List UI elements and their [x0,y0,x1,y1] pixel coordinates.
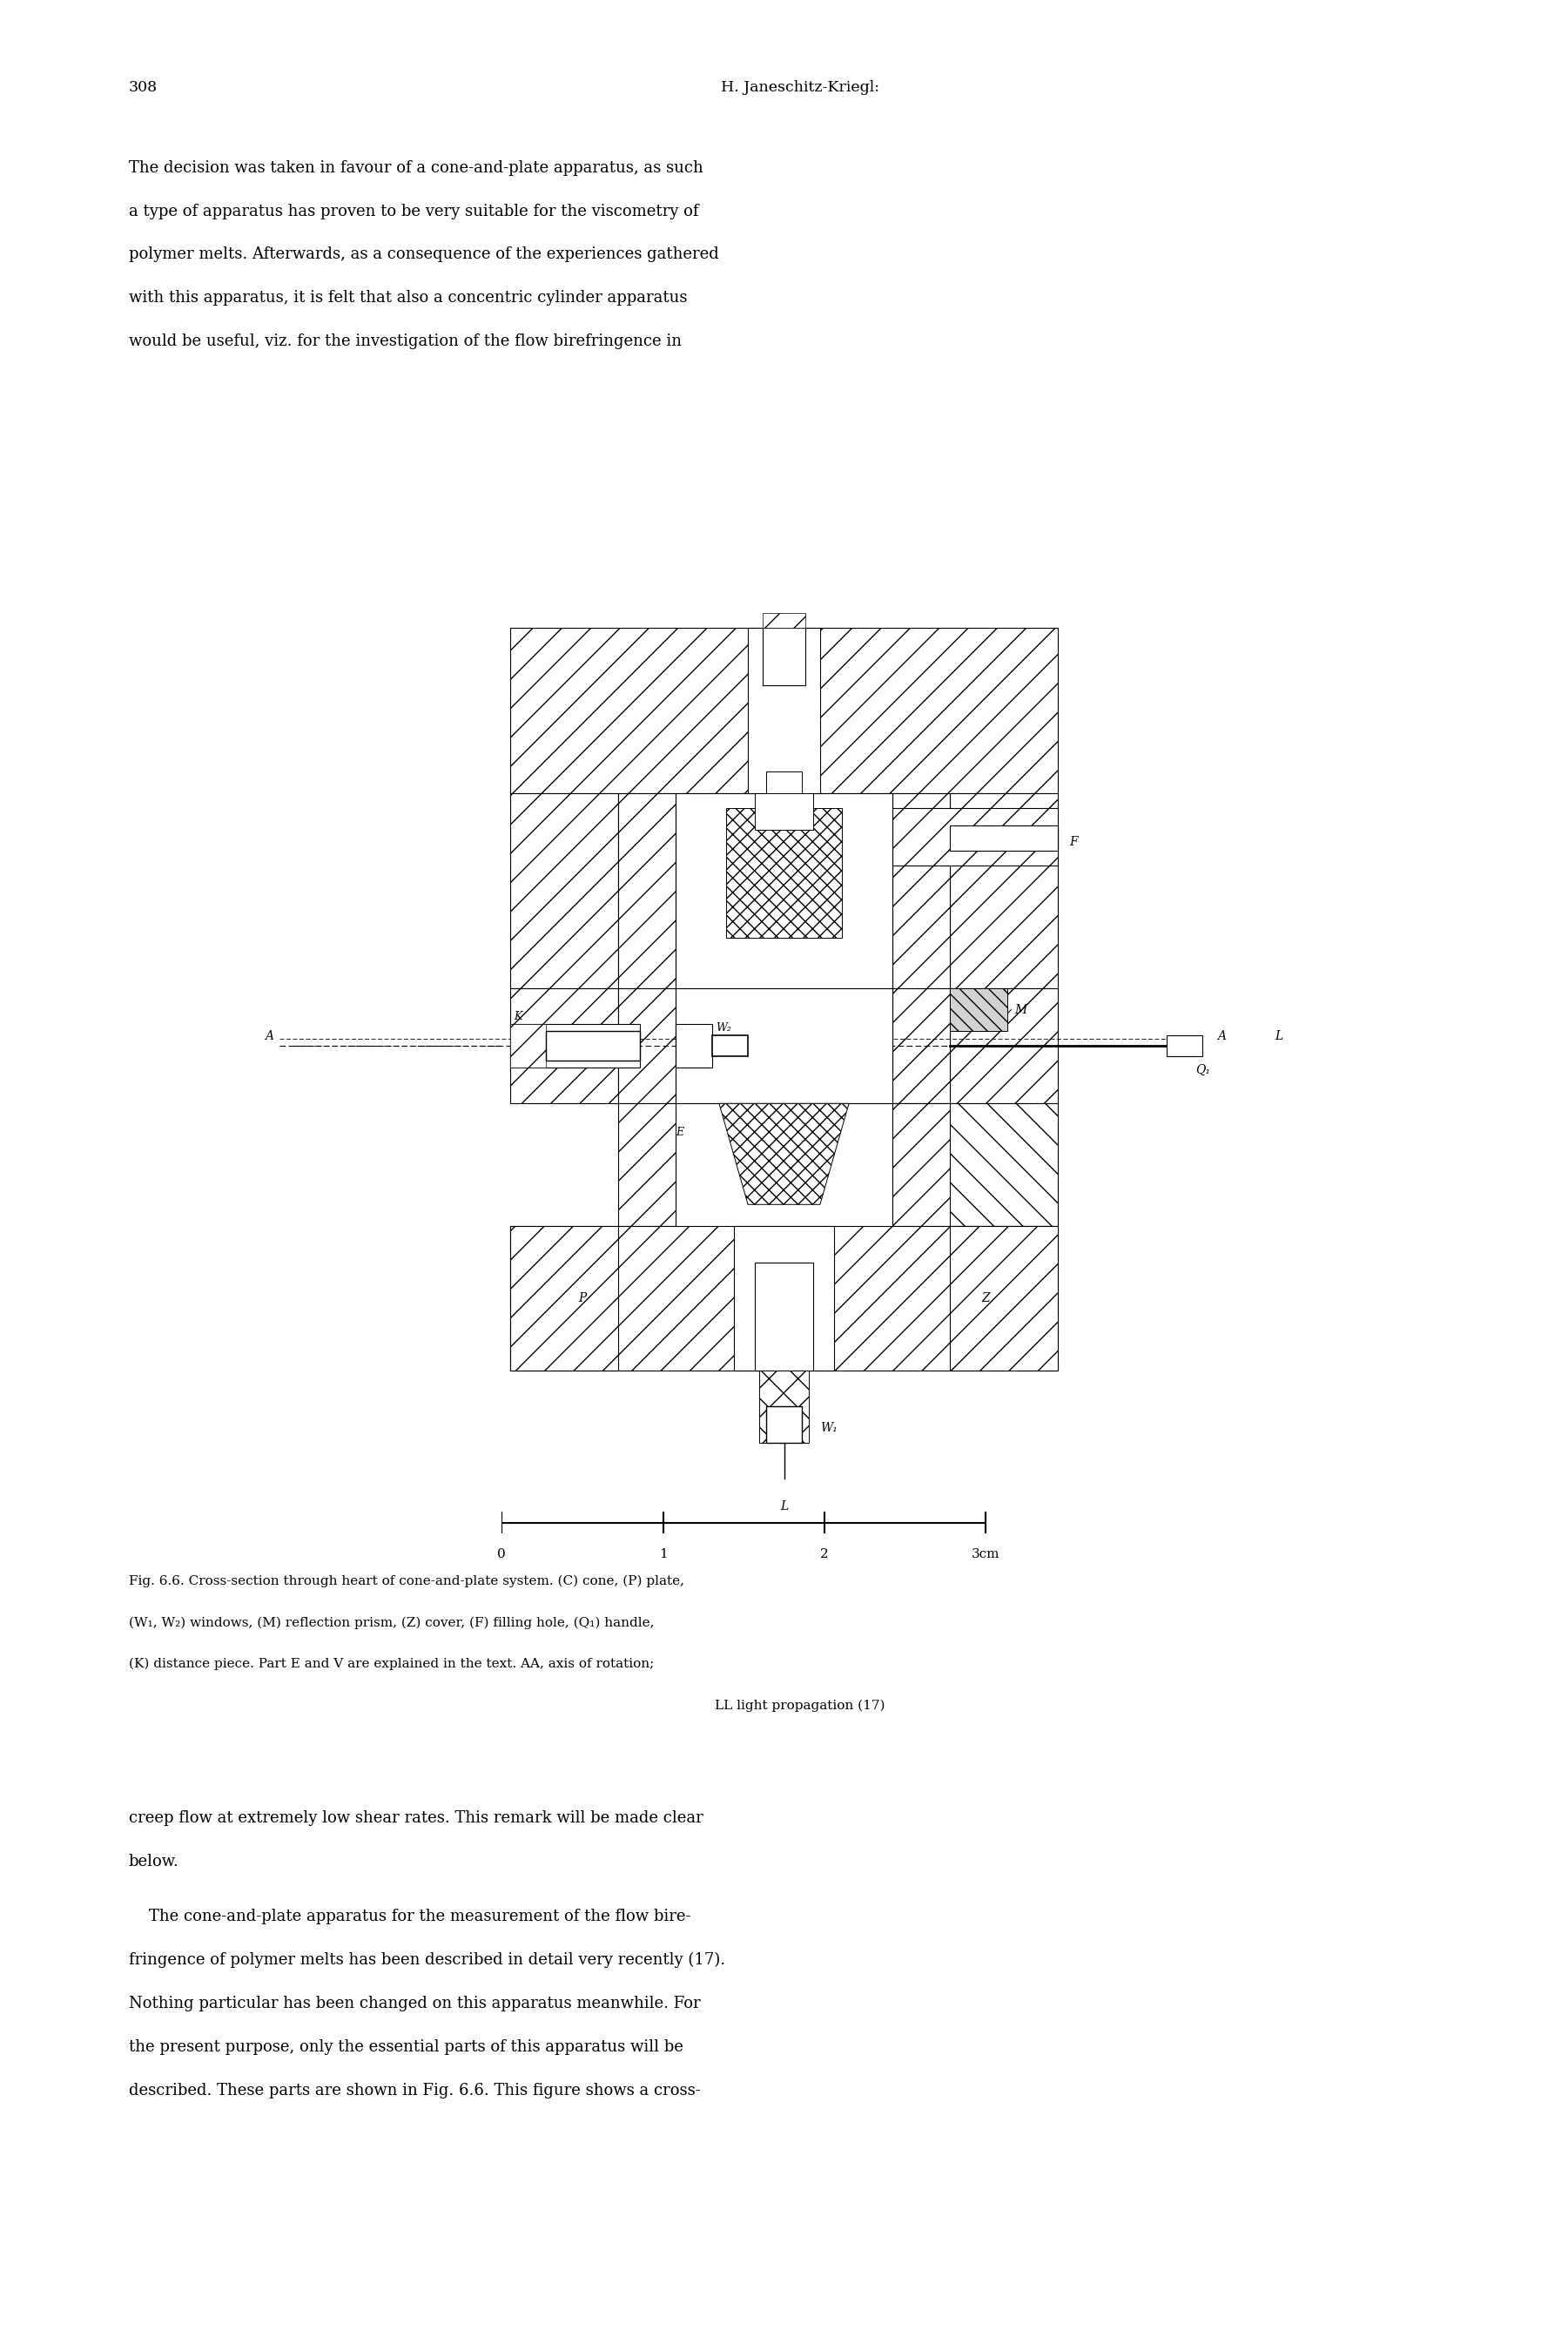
Bar [762,628,806,684]
Text: polymer melts. Afterwards, as a consequence of the experiences gathered: polymer melts. Afterwards, as a conseque… [129,247,718,263]
Bar [676,987,892,1103]
Text: 1: 1 [659,1549,668,1561]
Polygon shape [720,1103,848,1204]
Text: A: A [265,1030,273,1041]
Bar [510,987,618,1103]
Bar [748,628,820,792]
Text: W₂: W₂ [715,1023,731,1034]
Text: 2: 2 [820,1549,828,1561]
Bar [510,792,618,987]
Text: Nothing particular has been changed on this apparatus meanwhile. For: Nothing particular has been changed on t… [129,1996,701,2012]
Text: F: F [1069,837,1077,849]
Text: (W₁, W₂) windows, (M) reflection prism, (Z) cover, (F) filling hole, (Q₁) handle: (W₁, W₂) windows, (M) reflection prism, … [129,1617,654,1629]
Bar [510,1025,546,1067]
Text: The decision was taken in favour of a cone-and-plate apparatus, as such: The decision was taken in favour of a co… [129,160,702,176]
Bar [756,1262,812,1371]
Text: 3cm: 3cm [972,1549,1000,1561]
Bar [950,792,1058,987]
Bar [734,1227,834,1371]
Bar [756,792,812,830]
Bar [950,987,1008,1032]
Bar [767,771,803,809]
Text: K: K [514,1011,522,1023]
Text: (K) distance piece. Part E and V are explained in the text. AA, axis of rotation: (K) distance piece. Part E and V are exp… [129,1657,654,1669]
Bar [618,987,676,1103]
Text: Fig. 6.6. Cross-section through heart of cone-and-plate system. (C) cone, (P) pl: Fig. 6.6. Cross-section through heart of… [129,1575,684,1587]
Bar [676,792,892,987]
Bar [892,1103,950,1227]
Text: E: E [676,1126,684,1138]
Bar [950,1227,1058,1371]
Text: LL light propagation (17): LL light propagation (17) [715,1700,884,1712]
Text: described. These parts are shown in Fig. 6.6. This figure shows a cross-: described. These parts are shown in Fig.… [129,2083,701,2099]
Bar [950,825,1058,851]
Text: L: L [1275,1030,1283,1041]
Bar [510,1227,618,1371]
Text: 0: 0 [497,1549,506,1561]
Bar [510,1025,640,1067]
Text: The cone-and-plate apparatus for the measurement of the flow bire-: The cone-and-plate apparatus for the mea… [129,1909,690,1925]
Text: C: C [793,1293,803,1305]
Bar [618,792,676,987]
Text: Q₁: Q₁ [1195,1063,1210,1077]
Text: below.: below. [129,1853,179,1869]
Bar [892,792,950,987]
Text: the present purpose, only the essential parts of this apparatus will be: the present purpose, only the essential … [129,2038,684,2055]
Bar [712,1034,748,1056]
Bar [510,628,1058,792]
Text: L: L [779,1500,789,1512]
Bar [950,987,1058,1103]
Bar [762,614,806,628]
Text: creep flow at extremely low shear rates. This remark will be made clear: creep flow at extremely low shear rates.… [129,1810,702,1827]
Bar [892,809,1058,865]
Text: a type of apparatus has proven to be very suitable for the viscometry of: a type of apparatus has proven to be ver… [129,202,698,219]
Bar [767,1406,803,1444]
Text: H. Janeschitz-Kriegl:: H. Janeschitz-Kriegl: [720,80,880,94]
Bar [676,1025,712,1067]
Text: with this apparatus, it is felt that also a concentric cylinder apparatus: with this apparatus, it is felt that als… [129,289,687,306]
Text: fringence of polymer melts has been described in detail very recently (17).: fringence of polymer melts has been desc… [129,1951,724,1968]
Text: M: M [1014,1004,1027,1016]
Text: P: P [579,1293,586,1305]
Text: A: A [1217,1030,1226,1041]
Bar [1167,1034,1203,1056]
Bar [759,1371,809,1444]
Bar [726,809,842,938]
Bar [892,1103,1058,1227]
Text: V: V [679,1032,687,1044]
Text: 308: 308 [129,80,157,94]
Text: would be useful, viz. for the investigation of the flow birefringence in: would be useful, viz. for the investigat… [129,334,682,350]
Bar [510,1227,1058,1371]
Text: W₁: W₁ [820,1422,837,1434]
Text: Z: Z [982,1293,989,1305]
Bar [618,1103,676,1227]
Bar [546,1032,640,1060]
Bar [892,987,950,1103]
